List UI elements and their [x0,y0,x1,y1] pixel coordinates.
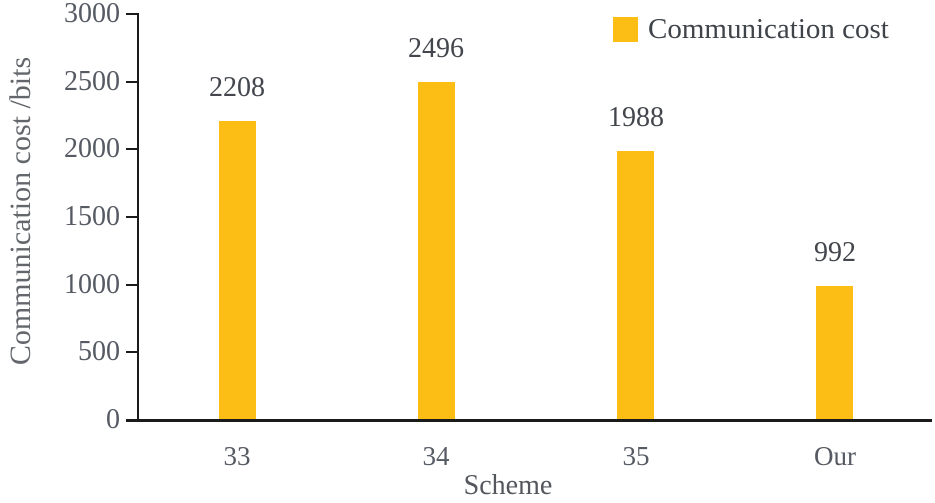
y-tick-mark [126,13,138,15]
y-tick-mark [126,148,138,151]
bar-33 [219,121,256,419]
x-axis-title: Scheme [463,470,553,501]
legend-swatch-icon [613,16,638,42]
bar-35 [617,151,654,419]
y-tick-label: 3000 [64,0,120,29]
x-tick-label: 34 [422,441,450,471]
x-axis-line [126,419,932,422]
y-tick-label: 0 [106,404,120,435]
y-tick-label: 2000 [64,133,120,165]
bar-value-label: 1988 [608,102,664,133]
y-tick-label: 500 [78,336,120,368]
y-tick-mark [126,216,138,218]
x-tick-label: 33 [223,441,251,471]
bar-value-label: 992 [814,237,856,268]
x-tick-label: 35 [622,441,650,471]
y-tick-label: 2500 [64,65,120,97]
legend: Communication cost [613,12,889,46]
y-tick-mark [126,351,138,354]
y-tick-mark [126,283,138,286]
y-tick-label: 1500 [64,201,120,232]
bar-34 [418,82,455,419]
x-tick-label: Our [814,441,856,471]
bar-Our [816,286,853,419]
y-axis-line [137,13,139,422]
bar-value-label: 2208 [209,72,265,103]
y-tick-mark [126,419,138,421]
bar-value-label: 2496 [408,33,464,64]
y-tick-mark [126,80,138,83]
legend-label: Communication cost [648,13,889,45]
y-tick-label: 1000 [64,268,120,300]
